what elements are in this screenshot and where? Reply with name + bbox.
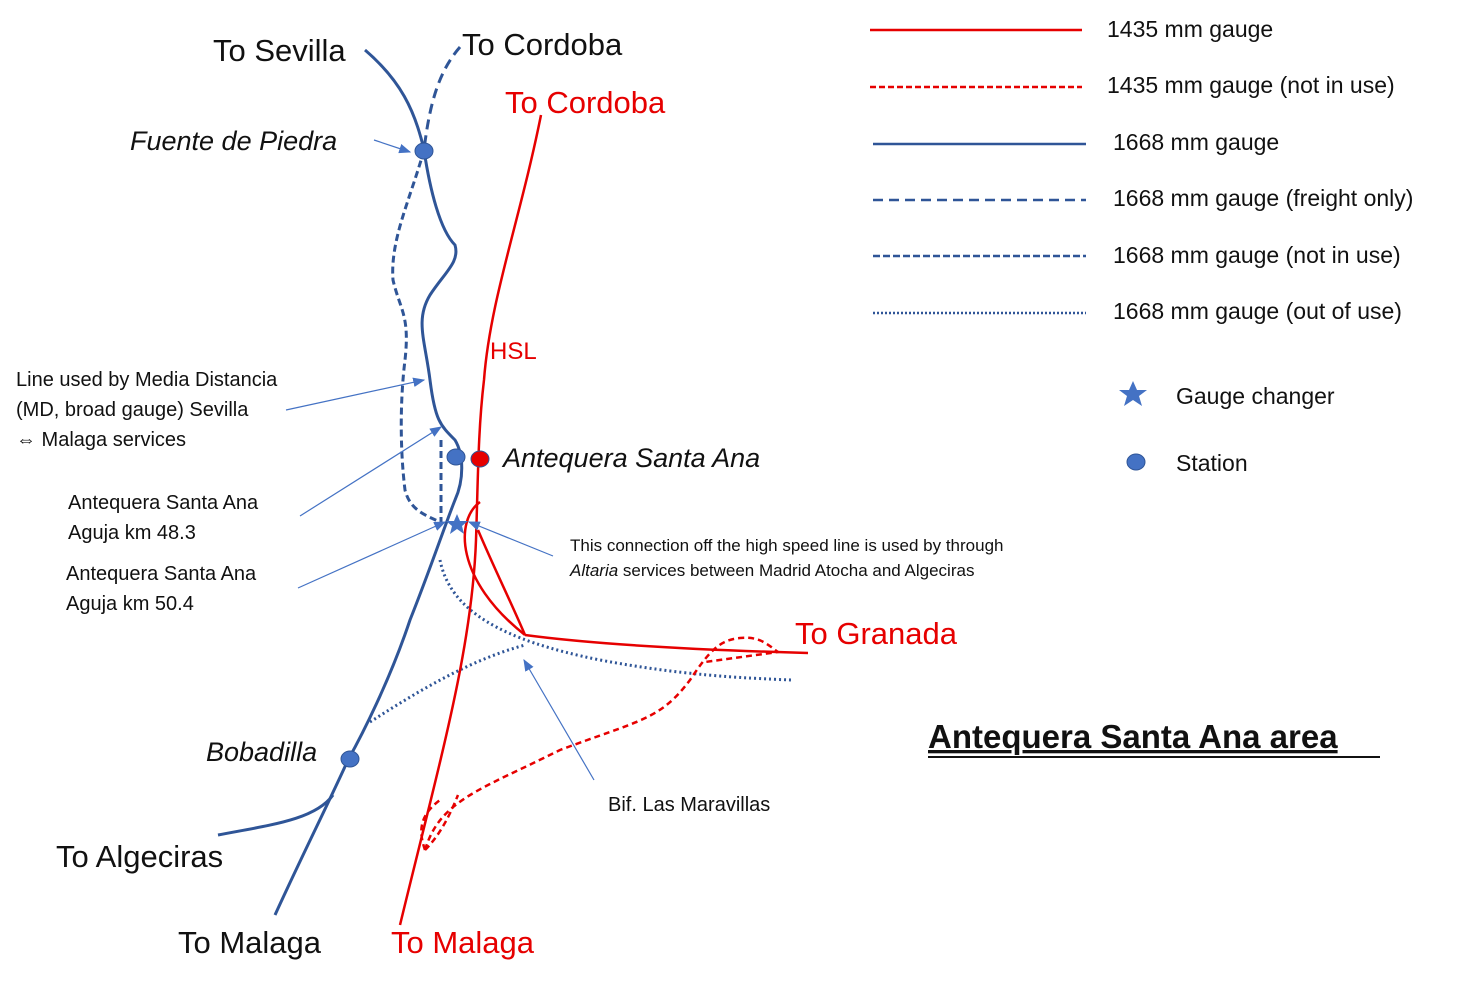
unused-broad-line — [391, 149, 441, 524]
annotation-part: Altaria — [569, 561, 618, 580]
arrow — [285, 377, 426, 411]
station-label: Fuente de Piedra — [130, 126, 337, 156]
annotation: Bif. Las Maravillas — [608, 794, 770, 816]
out-of-use-line — [369, 643, 526, 724]
legend-label: 1668 mm gauge (freight only) — [1113, 185, 1413, 211]
hsl-line — [398, 114, 543, 926]
arrow — [297, 521, 447, 589]
station — [470, 450, 490, 468]
broad-line — [273, 48, 464, 916]
arrow — [373, 139, 412, 154]
gauge-changer — [446, 514, 468, 534]
arrow — [299, 426, 443, 517]
annotation: This connection off the high speed line … — [570, 536, 1003, 555]
arrow — [467, 521, 554, 557]
label: To Cordoba — [505, 85, 666, 120]
station — [414, 142, 434, 160]
label: HSL — [490, 338, 537, 365]
legend-label: 1668 mm gauge — [1113, 129, 1279, 155]
annotation: ⇔ Malaga services — [16, 429, 186, 451]
legend-label: 1435 mm gauge (not in use) — [1107, 72, 1395, 98]
annotation: Antequera Santa Ana — [66, 563, 257, 585]
legend-star — [1119, 381, 1147, 406]
legend-label: 1435 mm gauge — [1107, 16, 1273, 42]
annotation: Aguja km 50.4 — [66, 593, 194, 615]
out-of-use-line — [438, 559, 793, 682]
algeciras-branch — [217, 794, 335, 837]
legend-label: 1668 mm gauge (not in use) — [1113, 242, 1401, 268]
station-label: Bobadilla — [206, 737, 317, 767]
granada-link — [463, 500, 526, 636]
annotation: Aguja km 48.3 — [68, 522, 196, 544]
unused-standard-loop — [420, 794, 460, 851]
annotation: Line used by Media Distancia — [16, 369, 278, 391]
label: To Sevilla — [213, 33, 346, 68]
title: Antequera Santa Ana area — [928, 718, 1338, 755]
legend-label: 1668 mm gauge (out of use) — [1113, 298, 1402, 324]
label: To Malaga — [178, 925, 322, 960]
legend-label: Gauge changer — [1176, 383, 1335, 409]
station-label: Antequera Santa Ana — [501, 443, 760, 473]
annotation: Altaria services between Madrid Atocha a… — [569, 561, 974, 580]
freight-line — [422, 46, 462, 151]
legend-station — [1126, 453, 1146, 471]
station — [446, 448, 466, 466]
label: To Malaga — [391, 925, 535, 960]
unused-standard-line — [423, 636, 782, 851]
label: To Algeciras — [56, 839, 223, 874]
legend-label: Station — [1176, 450, 1248, 476]
annotation-part: services between Madrid Atocha and Algec… — [618, 561, 974, 580]
station — [340, 750, 360, 768]
label: To Cordoba — [462, 27, 623, 62]
granada-link — [476, 529, 527, 636]
arrow — [523, 658, 595, 781]
annotation: (MD, broad gauge) Sevilla — [16, 399, 249, 421]
granada-line — [524, 633, 809, 655]
annotation: Antequera Santa Ana — [68, 492, 259, 514]
label: To Granada — [795, 616, 958, 651]
